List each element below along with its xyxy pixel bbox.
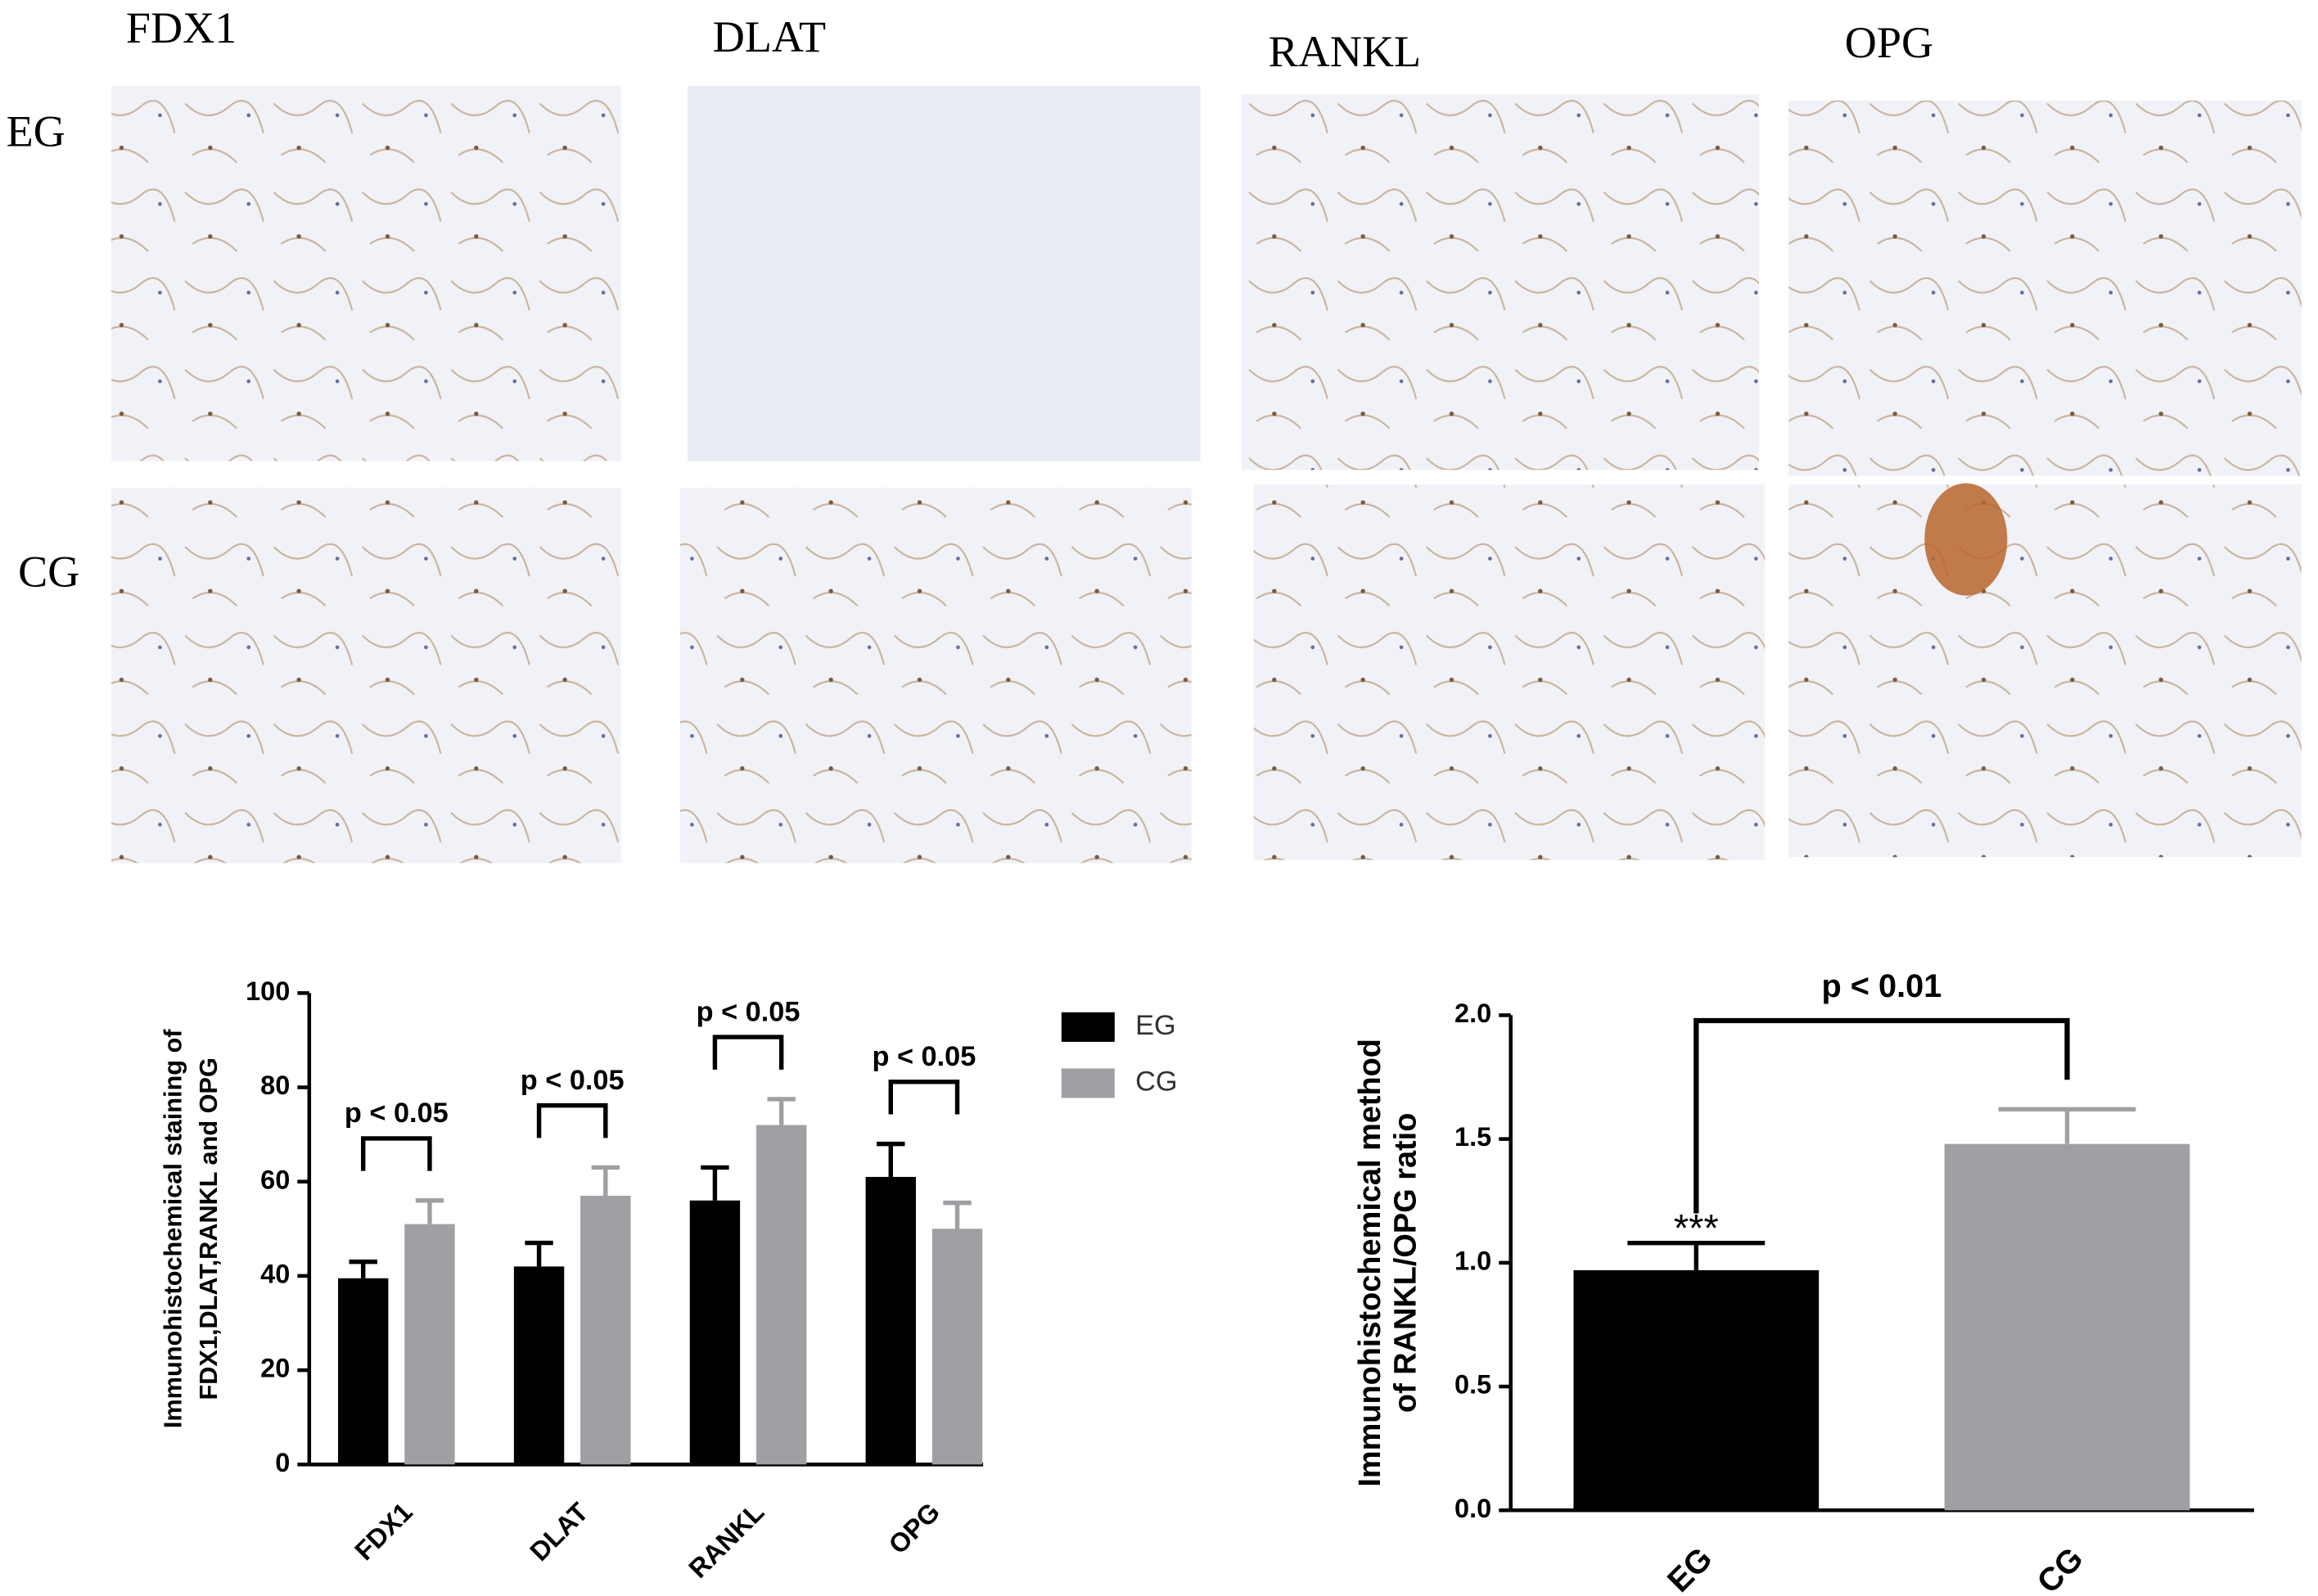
stain [1924,483,2008,596]
column-label: FDX1 [126,3,237,52]
significance-label: p < 0.05 [345,1098,449,1129]
y-axis-label: FDX1,DLAT,RANKL and OPG [194,1057,223,1400]
significance-bracket [361,1136,432,1171]
y-tick-label: 2.0 [1454,999,1491,1028]
y-tick-label: 20 [260,1354,290,1383]
bar [931,1229,983,1465]
significance-label: p < 0.01 [1821,968,1941,1004]
x-tick-label: EG [1661,1540,1720,1596]
x-tick-label: FDX1 [349,1497,417,1566]
x-tick-label: DLAT [525,1497,594,1567]
error-bar [415,1198,444,1224]
bar [338,1278,389,1465]
legend-label: EG [1135,1010,1176,1041]
micrograph [680,487,1192,863]
y-axis-label: Immunohistochemical method [1353,1039,1387,1487]
micrograph [1788,100,2302,476]
significance-bracket [536,1102,608,1138]
micrograph [1253,485,1766,860]
y-tick-label: 0.0 [1454,1494,1491,1523]
bar [1944,1143,2190,1511]
error-bar [767,1097,796,1125]
x-tick-label: CG [2031,1540,2090,1596]
bar [404,1224,455,1465]
error-bar [877,1141,905,1177]
legend-swatch [1061,1068,1115,1098]
x-tick-label: RANKL [683,1497,770,1584]
error-bar [525,1240,553,1267]
bar [513,1266,565,1465]
legend-label: CG [1135,1066,1177,1098]
bar [689,1200,741,1465]
error-bar [701,1165,729,1201]
y-axis-label: Immunohistochemical staining of [159,1029,187,1428]
error-bar [1998,1107,2136,1144]
micrograph [110,85,621,462]
y-tick-label: 80 [260,1071,290,1100]
y-tick-label: 1.5 [1454,1122,1491,1152]
significance-stars: *** [1674,1207,1719,1250]
significance-label: p < 0.05 [697,996,800,1027]
column-label: RANKL [1269,27,1422,76]
error-bar [349,1259,377,1278]
significance-bracket [888,1080,960,1115]
error-bar [1627,1240,1766,1270]
micrograph [110,487,621,863]
bar [1573,1269,1820,1511]
y-tick-label: 0.5 [1454,1370,1491,1400]
micrograph [1242,94,1760,471]
x-tick-label: OPG [883,1497,946,1560]
row-label: CG [18,548,79,597]
error-bar [591,1165,620,1197]
bar [755,1125,807,1465]
y-tick-label: 1.0 [1454,1246,1491,1275]
y-tick-label: 0 [275,1448,290,1477]
y-tick-label: 40 [260,1259,290,1288]
y-tick-label: 100 [246,976,290,1006]
significance-bracket [1693,1017,2070,1214]
column-label: OPG [1845,18,1933,67]
micrograph [688,85,1201,462]
y-tick-label: 60 [260,1165,290,1194]
row-label: EG [7,107,65,156]
column-label: DLAT [713,12,826,61]
error-bar [943,1200,972,1229]
micrograph [1788,485,2302,858]
significance-bracket [712,1035,784,1070]
significance-label: p < 0.05 [521,1065,625,1096]
y-axis-label: of RANKL/OPG ratio [1388,1113,1423,1413]
micrographs [110,85,2302,863]
bar [580,1196,631,1465]
bar [865,1176,916,1465]
legend-swatch [1061,1012,1115,1042]
significance-label: p < 0.05 [873,1041,976,1072]
